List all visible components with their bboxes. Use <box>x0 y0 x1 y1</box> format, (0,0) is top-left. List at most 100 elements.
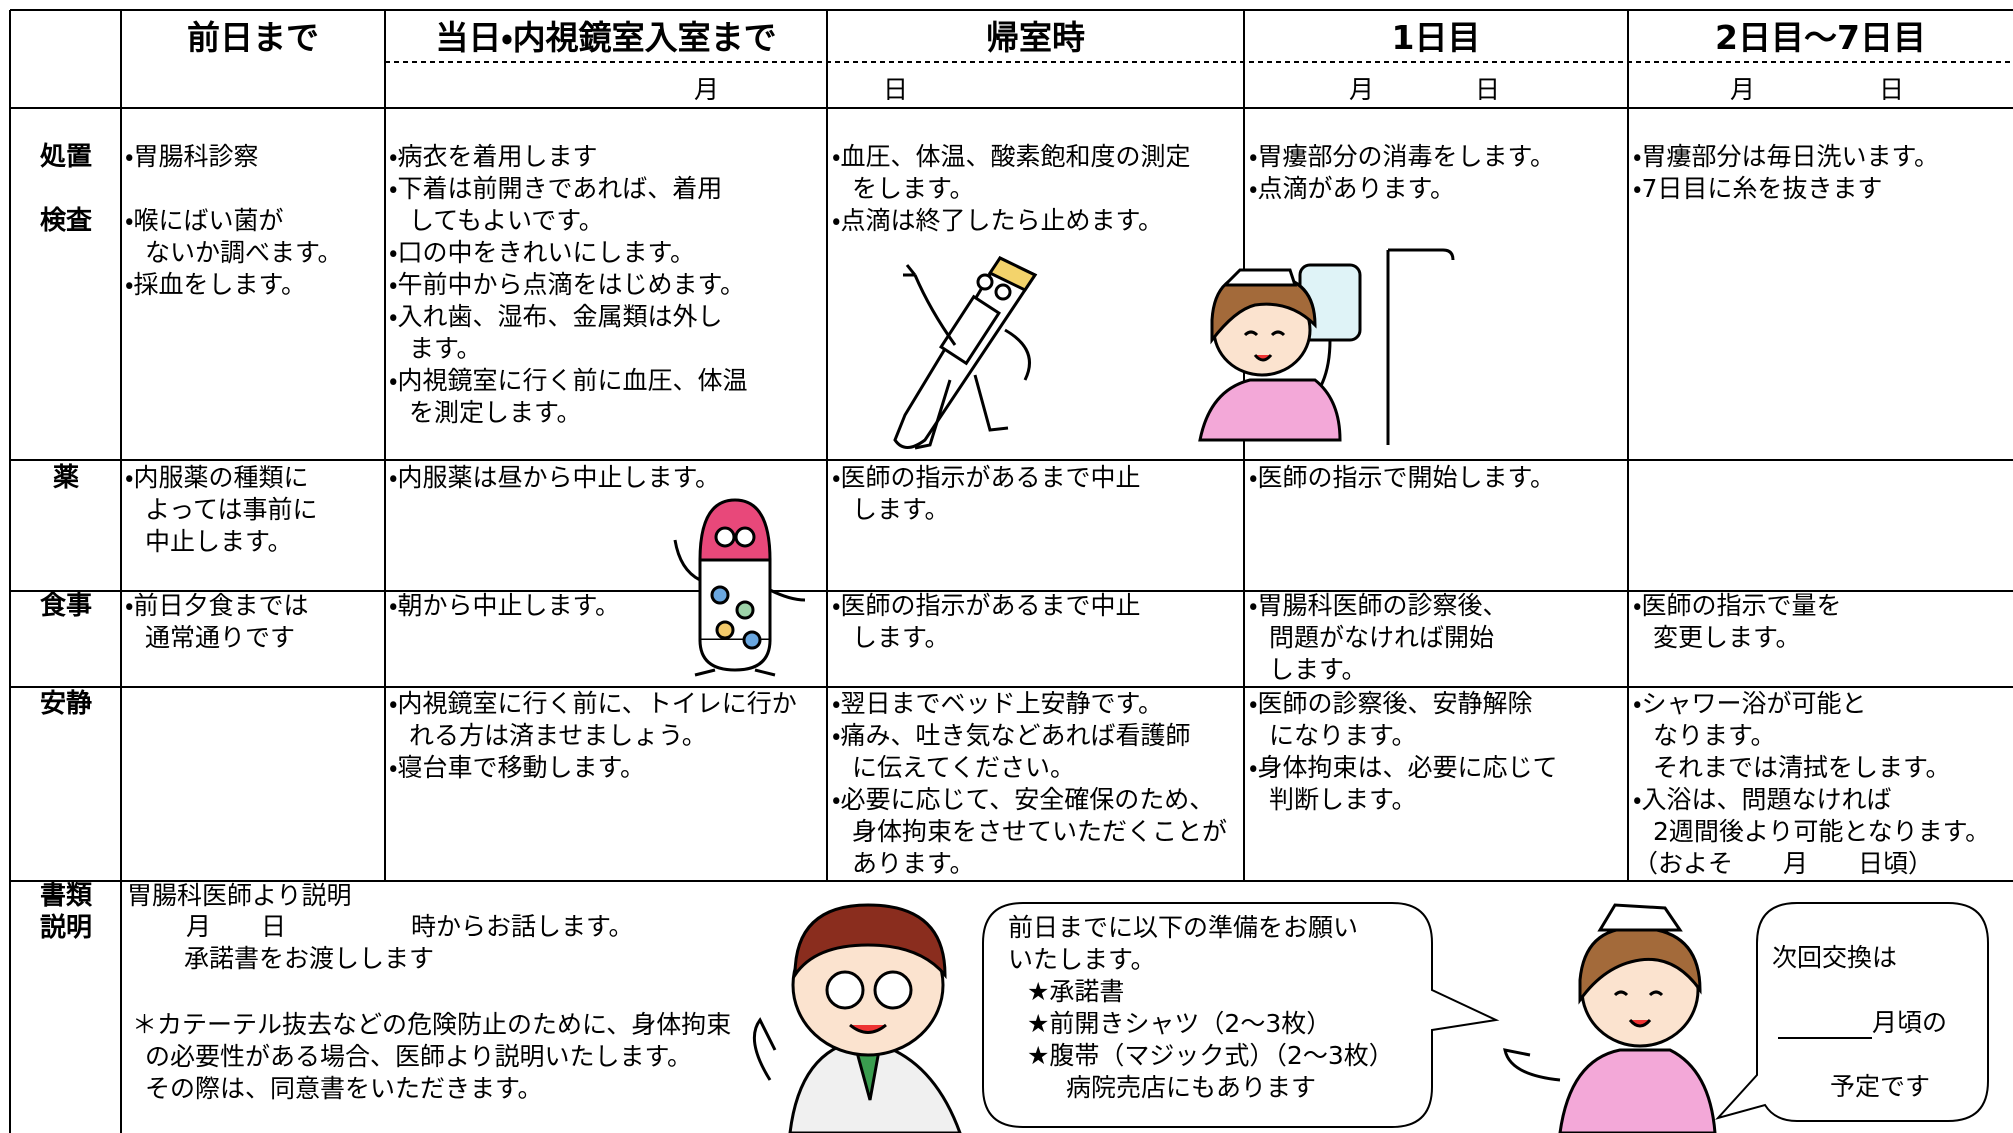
cell-text: ・7日目に糸を抜きます <box>1633 174 1883 203</box>
cell-text: します。 <box>1269 655 1367 684</box>
cell-text: ・内服薬は昼から中止します。 <box>389 463 721 492</box>
cell-text: ・身体拘束は、必要に応じて <box>1249 753 1558 782</box>
cell-text: になります。 <box>1269 721 1417 750</box>
explanation-text: の必要性がある場合、医師より説明いたします。 <box>145 1042 693 1071</box>
cell-text: それまでは清拭をします。 <box>1653 753 1951 782</box>
speech-bubble <box>1714 902 1989 1122</box>
cell-text: （およそ 月 日頃） <box>1633 849 1934 878</box>
column-header: 前日まで <box>187 18 319 57</box>
thermometer-illustration <box>893 256 1038 450</box>
cell-text: よっては事前に <box>145 495 318 524</box>
cell-text: ・医師の指示があるまで中止 <box>832 591 1141 620</box>
row-label: 検査 <box>39 206 93 236</box>
date-label: 月 <box>694 75 720 104</box>
cell-text: あります。 <box>852 849 975 878</box>
date-label: 月 <box>1730 75 1756 104</box>
explanation-text: ＊カテーテル抜去などの危険防止のために、身体拘束 <box>132 1010 732 1039</box>
cell-text: ・午前中から点滴をはじめます。 <box>389 270 746 299</box>
cell-text: ・入浴は、問題なければ <box>1633 785 1892 814</box>
cell-text: ・採血をします。 <box>125 270 307 299</box>
row-label: 書類 <box>39 881 93 911</box>
cell-text: をします。 <box>852 174 975 203</box>
cell-text: ・血圧、体温、酸素飽和度の測定 <box>832 142 1191 171</box>
cell-text: ・入れ歯、湿布、金属類は外し <box>389 302 723 331</box>
cell-text: ・寝台車で移動します。 <box>389 753 646 782</box>
cell-text: なります。 <box>1653 721 1776 750</box>
cell-text: ・胃瘻部分は毎日洗います。 <box>1633 142 1940 171</box>
cell-text: ます。 <box>409 334 482 363</box>
date-label: 日 <box>1475 75 1501 104</box>
cell-text: 身体拘束をさせていただくことが <box>852 817 1228 846</box>
cell-text: ・胃腸科診察 <box>125 142 259 171</box>
bubble-text: ★腹帯（マジック式）（2～3枚） <box>1027 1041 1394 1070</box>
cell-text: を測定します。 <box>409 398 582 427</box>
cell-text: れる方は済ませましょう。 <box>409 721 707 750</box>
column-header: 帰室時 <box>986 18 1085 57</box>
cell-text: ・内服薬の種類に <box>125 463 309 492</box>
column-header: 当日・内視鏡室入室まで <box>435 18 777 57</box>
cell-text: 中止します。 <box>145 527 293 556</box>
cell-text: してもよいです。 <box>409 206 604 235</box>
row-label: 処置 <box>39 142 93 172</box>
row-label: 説明 <box>39 913 93 943</box>
cell-text: します。 <box>852 495 950 524</box>
cell-text: ・医師の指示で量を <box>1633 591 1842 620</box>
cell-text: 通常通りです <box>145 623 296 652</box>
cell-text: ・胃腸科医師の診察後、 <box>1249 591 1508 620</box>
cell-text: ・喉にばい菌が <box>125 206 284 235</box>
cell-text: ・点滴は終了したら止めます。 <box>832 206 1164 235</box>
cell-text: ・医師の指示で開始します。 <box>1249 463 1556 492</box>
column-header: 1日目 <box>1391 18 1481 57</box>
cell-text: ・医師の診察後、安静解除 <box>1249 689 1533 718</box>
explanation-text: 承諾書をお渡しします <box>184 944 435 973</box>
explanation-text: 胃腸科医師より説明 <box>127 881 352 910</box>
cell-text: ・前日夕食までは <box>125 591 309 620</box>
cell-text: ・シャワー浴が可能と <box>1633 689 1867 718</box>
cell-text: ・内視鏡室に行く前に血圧、体温 <box>389 366 748 395</box>
cell-text: に伝えてください。 <box>852 753 1076 782</box>
cell-text: ・医師の指示があるまで中止 <box>832 463 1141 492</box>
cell-text: ・下着は前開きであれば、着用 <box>389 174 723 203</box>
nurse-illustration <box>1503 903 1717 1133</box>
cell-text: ・翌日までベッド上安静です。 <box>832 689 1164 718</box>
cell-text: ・内視鏡室に行く前に、トイレに行か <box>389 689 797 718</box>
row-label: 食事 <box>39 591 93 621</box>
cell-text: ・必要に応じて、安全確保のため、 <box>832 785 1215 814</box>
bubble-text: 予定です <box>1830 1072 1931 1101</box>
bubble-text: 前日までに以下の準備をお願い <box>1008 913 1359 942</box>
grid-lines <box>9 9 2013 1133</box>
date-label: 月 <box>1349 75 1375 104</box>
cell-text: ・口の中をきれいにします。 <box>389 238 696 267</box>
cell-text: 2週間後より可能となります。 <box>1653 817 1991 846</box>
cell-text: 問題がなければ開始 <box>1269 623 1495 652</box>
cell-text: 判断します。 <box>1269 785 1417 814</box>
nurse-iv-illustration <box>1198 248 1455 445</box>
bubble-text: ★承諾書 <box>1027 977 1125 1006</box>
cell-text: ・痛み、吐き気などあれば看護師 <box>832 721 1191 750</box>
date-label: 日 <box>883 75 909 104</box>
column-header: 2日目～7日目 <box>1715 18 1926 57</box>
cell-text: します。 <box>852 623 950 652</box>
row-label: 安静 <box>39 689 93 719</box>
cell-text: ・胃瘻部分の消毒をします。 <box>1249 142 1556 171</box>
bubble-text: ★前開きシャツ（2～3枚） <box>1027 1009 1332 1038</box>
cell-text: ないか調べます。 <box>145 238 343 267</box>
row-label: 薬 <box>52 463 80 493</box>
cell-text: 変更します。 <box>1653 623 1801 652</box>
cell-text: ・朝から中止します。 <box>389 591 621 620</box>
cell-text: ・点滴があります。 <box>1249 174 1456 203</box>
doctor-illustration <box>752 903 962 1133</box>
date-label: 日 <box>1879 75 1905 104</box>
bubble-text: 月頃の <box>1872 1008 1948 1037</box>
cell-text: ・病衣を着用します <box>389 142 598 171</box>
bubble-text: 病院売店にもあります <box>1066 1073 1317 1102</box>
speech-bubble <box>982 902 1500 1128</box>
bubble-text: 次回交換は <box>1772 943 1898 972</box>
explanation-text: 月 日 時からお話します。 <box>186 912 634 941</box>
bubble-text: いたします。 <box>1008 945 1156 974</box>
explanation-text: その際は、同意書をいただきます。 <box>145 1074 543 1103</box>
pill-illustration <box>673 498 806 677</box>
